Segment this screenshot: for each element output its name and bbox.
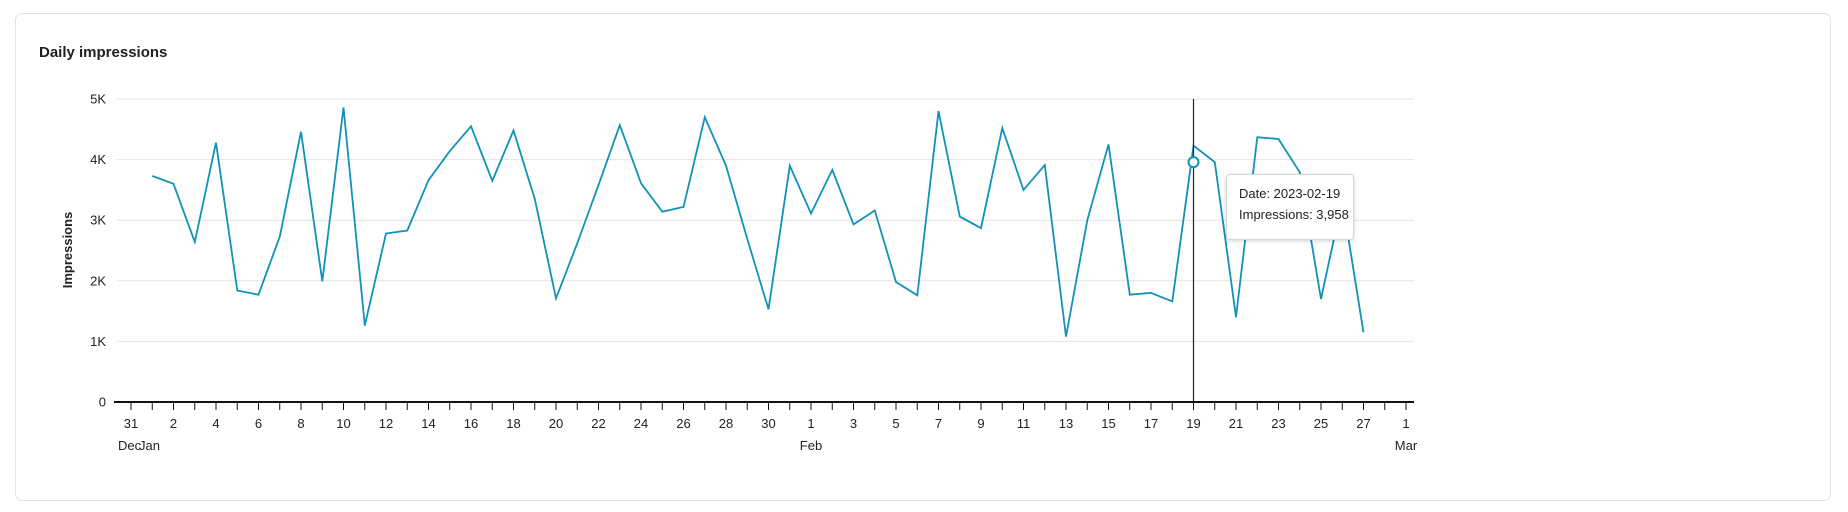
- y-axis-title: Impressions: [60, 212, 75, 289]
- y-tick-label: 1K: [90, 334, 106, 349]
- x-month-label: Feb: [800, 438, 822, 453]
- y-tick-label: 5K: [90, 92, 106, 107]
- series-line: [151, 107, 1365, 337]
- x-tick-label: 18: [506, 416, 520, 431]
- x-tick-label: 25: [1314, 416, 1328, 431]
- x-tick-label: 27: [1356, 416, 1370, 431]
- x-month-label: Jan: [139, 438, 160, 453]
- x-tick-label: 14: [421, 416, 435, 431]
- x-tick-label: 12: [379, 416, 393, 431]
- x-tick-label: 9: [977, 416, 984, 431]
- x-tick-label: 23: [1271, 416, 1285, 431]
- y-tick-label: 0: [99, 395, 106, 410]
- series-layer: [151, 107, 1365, 337]
- data-tooltip: Date: 2023-02-19 Impressions: 3,958: [1226, 174, 1354, 240]
- highlight-point[interactable]: [1187, 156, 1200, 169]
- y-tick-label: 2K: [90, 273, 106, 288]
- tooltip-value: Impressions: 3,958: [1239, 207, 1349, 222]
- x-tick-label: 1: [807, 416, 814, 431]
- tooltip-date: Date: 2023-02-19: [1239, 186, 1341, 201]
- x-month-label: Dec: [118, 438, 142, 453]
- x-tick-label: 5: [892, 416, 899, 431]
- x-tick-label: 13: [1059, 416, 1073, 431]
- x-tick-label: 4: [212, 416, 219, 431]
- chart-card: [15, 13, 1831, 501]
- x-tick-label: 26: [676, 416, 690, 431]
- chart-title: Daily impressions: [39, 44, 168, 61]
- y-axis-ticks: 0 1K 2K 3K 4K 5K: [90, 92, 106, 410]
- crosshair: [1187, 99, 1200, 402]
- x-axis: 31 2 4 6 8 10 12 14 16 18 20 22 24 26 28 30 1 3 5 7 9 11 13 15 1…: [114, 401, 1418, 453]
- x-tick-label: 19: [1186, 416, 1200, 431]
- x-tick-label: 1: [1402, 416, 1409, 431]
- x-tick-label: 10: [336, 416, 350, 431]
- x-tick-label: 24: [634, 416, 648, 431]
- x-tick-label: 31: [124, 416, 138, 431]
- x-tick-label: 7: [935, 416, 942, 431]
- x-tick-label: 11: [1017, 416, 1031, 431]
- x-tick-label: 20: [549, 416, 563, 431]
- x-tick-label: 17: [1144, 416, 1158, 431]
- x-tick-label: 28: [719, 416, 733, 431]
- x-tick-label: 3: [850, 416, 857, 431]
- x-tick-label: 30: [761, 416, 775, 431]
- x-tick-label: 2: [170, 416, 177, 431]
- x-tick-label: 22: [591, 416, 605, 431]
- x-month-label: Mar: [1395, 438, 1418, 453]
- x-tick-label: 15: [1101, 416, 1115, 431]
- x-tick-label: 21: [1229, 416, 1243, 431]
- gridlines: [117, 98, 1414, 342]
- x-tick-label: 16: [464, 416, 478, 431]
- y-tick-label: 4K: [90, 152, 106, 167]
- x-tick-label: 6: [255, 416, 262, 431]
- y-tick-label: 3K: [90, 213, 106, 228]
- x-tick-label: 8: [297, 416, 304, 431]
